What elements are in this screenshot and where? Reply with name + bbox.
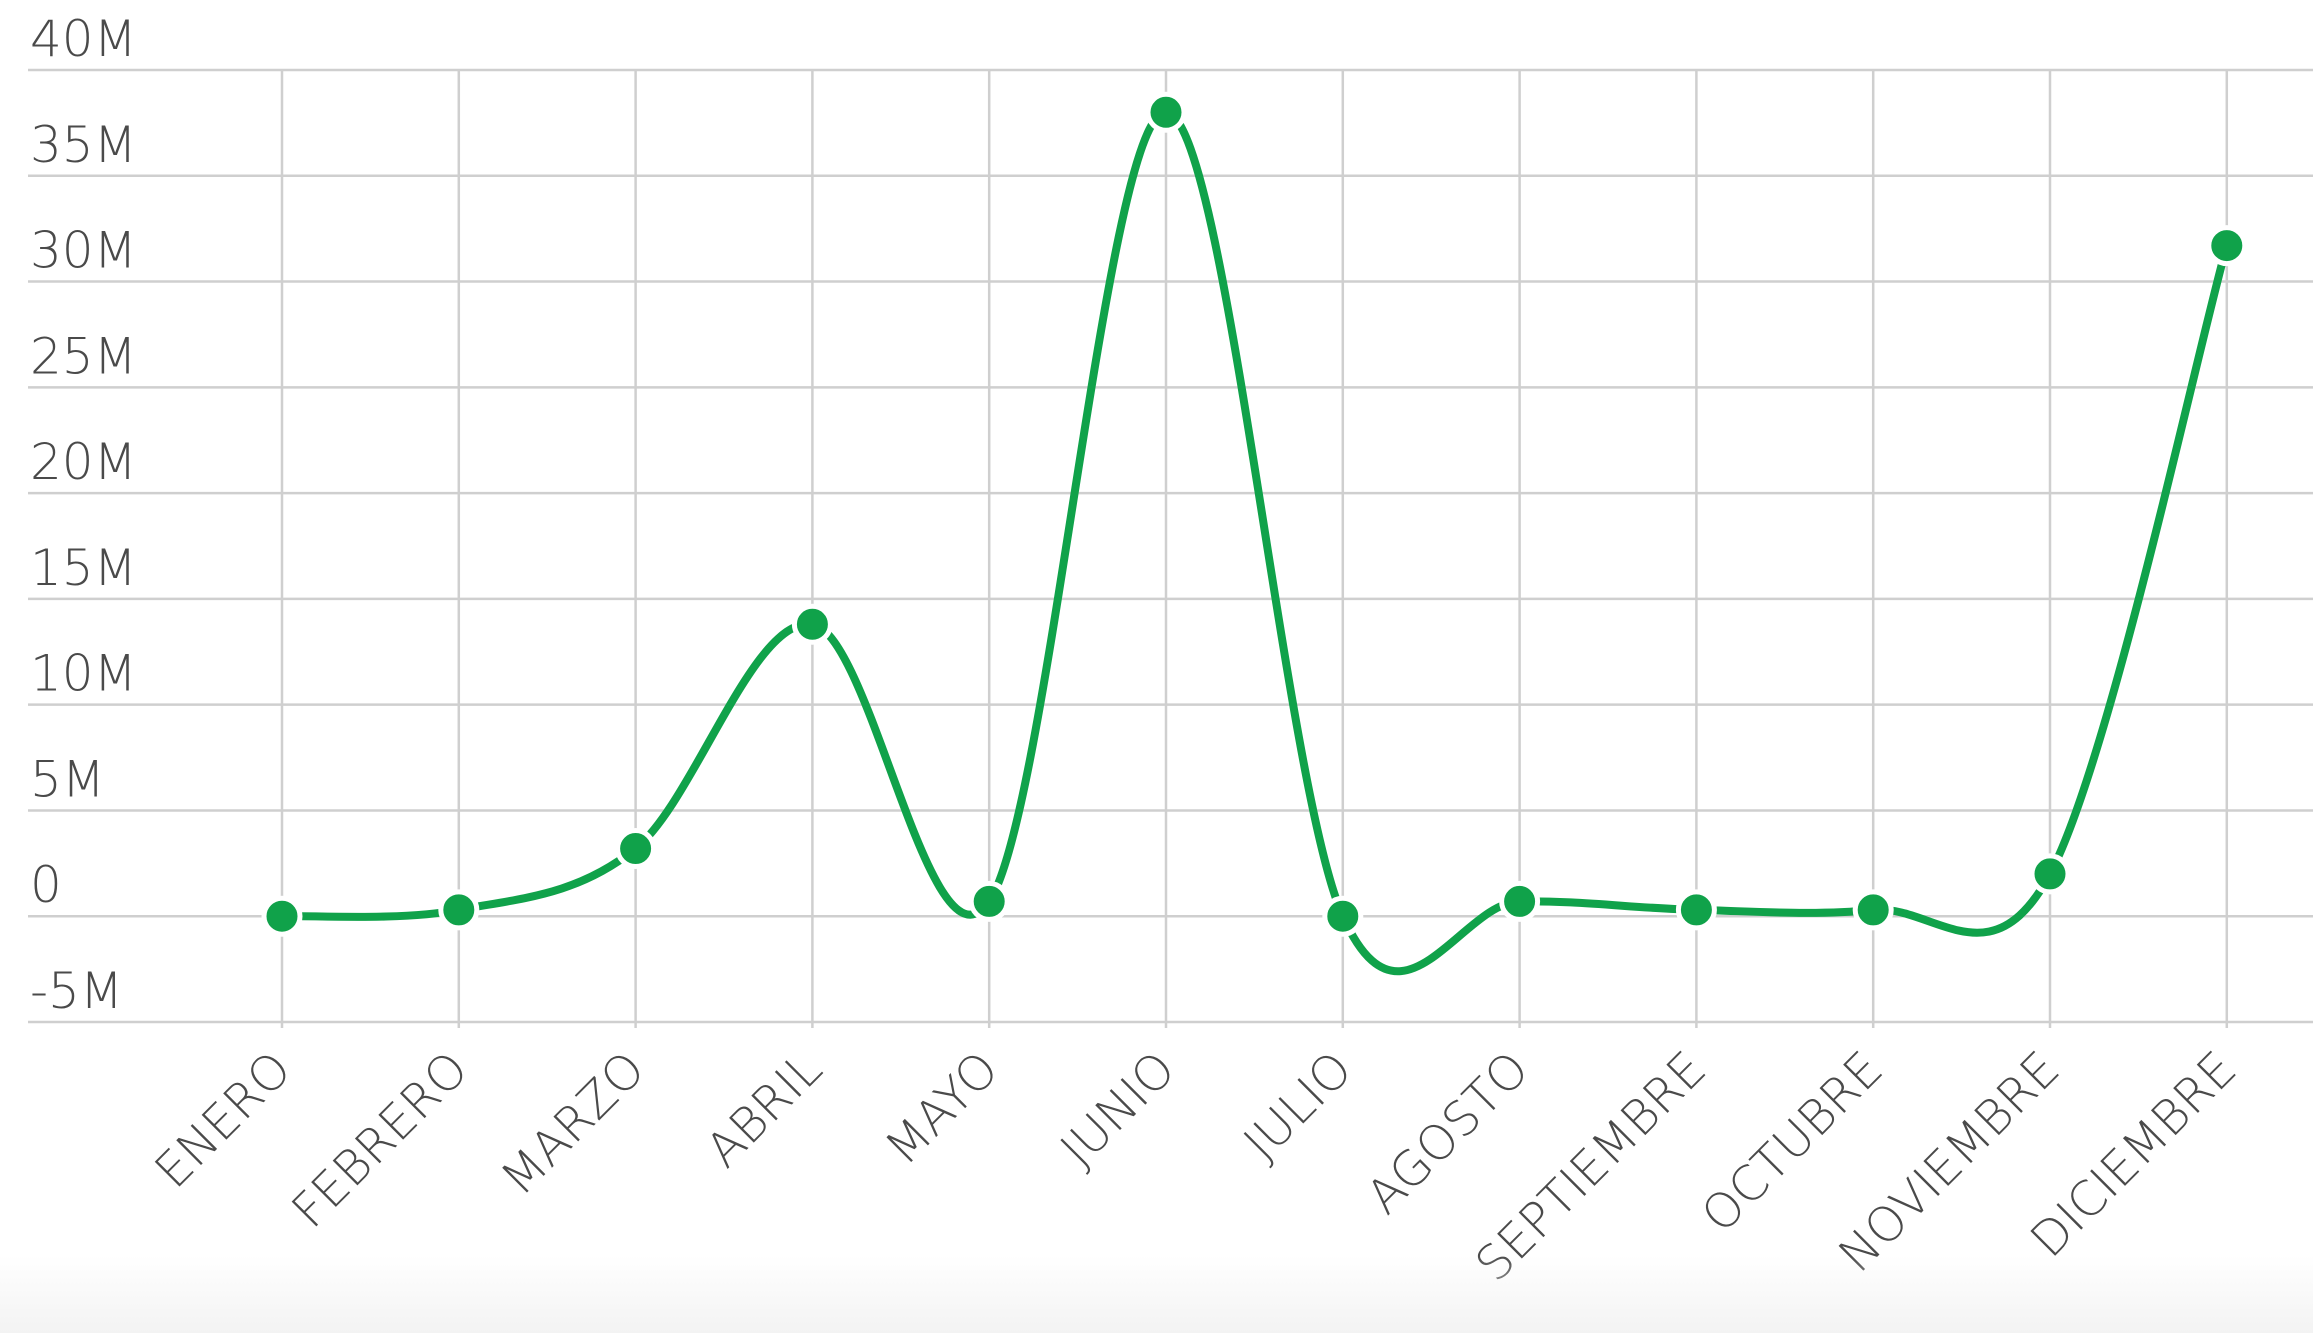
x-tick-label: ABRIL	[695, 1041, 833, 1179]
x-tick-label: JULIO	[1233, 1041, 1363, 1171]
y-tick-label: 20M	[30, 433, 137, 491]
y-tick-label: 25M	[30, 327, 137, 385]
x-tick-label: MARZO	[490, 1041, 656, 1207]
y-tick-label: 35M	[30, 116, 137, 174]
y-tick-label: 40M	[30, 10, 137, 68]
x-tick-label: ENERO	[144, 1041, 302, 1199]
data-point-noviembre[interactable]	[2029, 853, 2071, 895]
y-tick-label: -5M	[30, 962, 123, 1020]
data-point-enero[interactable]	[261, 895, 303, 937]
y-tick-label: 10M	[30, 645, 137, 703]
series	[278, 108, 2231, 976]
data-point-marzo[interactable]	[615, 828, 657, 870]
data-point-septiembre[interactable]	[1675, 889, 1717, 931]
x-tick-label: JUNIO	[1050, 1041, 1187, 1178]
grid	[28, 68, 2313, 1028]
data-point-agosto[interactable]	[1499, 880, 1541, 922]
y-axis-labels: -5M 0 5M 10M 15M 20M 25M 30M 35M 40M	[30, 10, 137, 1020]
data-point-diciembre[interactable]	[2206, 225, 2248, 267]
x-tick-label: FEBRERO	[281, 1041, 479, 1239]
y-tick-label: 30M	[30, 222, 137, 280]
x-tick-label: MAYO	[875, 1041, 1010, 1176]
x-tick-label: AGOSTO	[1356, 1041, 1540, 1225]
y-tick-label: 15M	[30, 539, 137, 597]
data-point-mayo[interactable]	[968, 880, 1010, 922]
data-point-febrero[interactable]	[438, 889, 480, 931]
data-point-junio[interactable]	[1145, 91, 1187, 133]
y-tick-label: 5M	[30, 750, 105, 808]
data-point-octubre[interactable]	[1852, 889, 1894, 931]
data-point-abril[interactable]	[791, 603, 833, 645]
y-tick-label: 0	[30, 856, 62, 914]
data-points	[261, 91, 2248, 937]
data-point-julio[interactable]	[1322, 895, 1364, 937]
series-line	[278, 108, 2231, 976]
